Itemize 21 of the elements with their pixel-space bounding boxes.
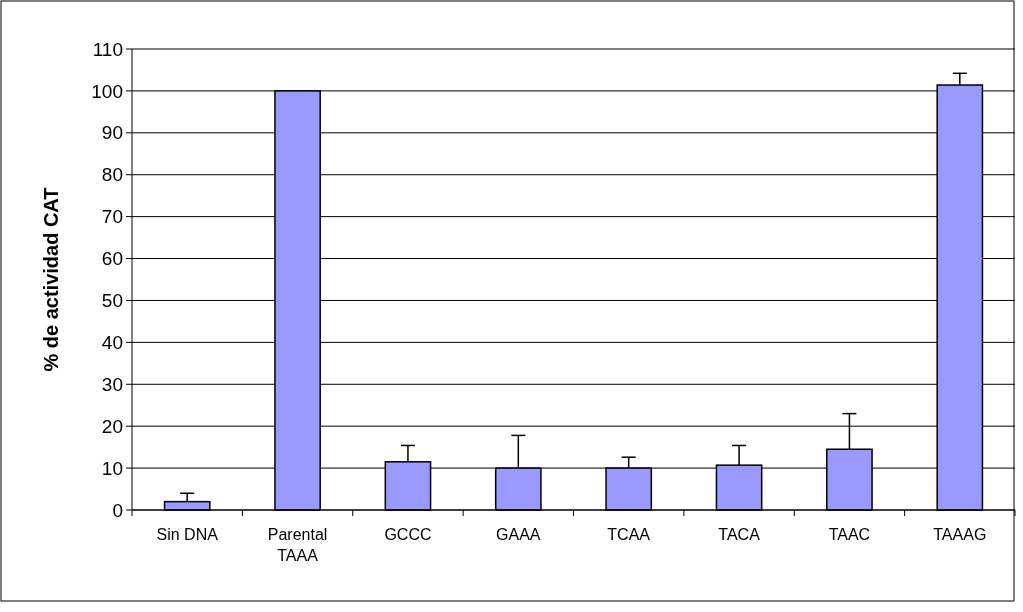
y-tick-label: 100	[91, 80, 123, 102]
y-tick-label: 50	[101, 290, 123, 312]
x-tick-label: Sin DNA	[156, 526, 219, 543]
y-tick-label: 30	[101, 373, 123, 395]
x-tick-label: TACA	[718, 526, 761, 543]
y-tick-label: 20	[101, 415, 123, 437]
y-tick-label: 40	[101, 332, 123, 354]
y-tick-label: 0	[112, 499, 123, 521]
x-tick-label: TCAA	[607, 526, 651, 543]
x-tick-label: TAAAG	[933, 526, 987, 543]
y-tick-label: 110	[92, 38, 123, 60]
y-tick-label: 70	[101, 206, 123, 228]
y-tick-label: 60	[101, 248, 123, 270]
x-tick-label: GAAA	[496, 526, 541, 543]
x-tick-label: TAAC	[828, 526, 871, 543]
x-tick-label: GCCC	[384, 526, 432, 543]
x-tick-label: Parental TAAA	[267, 526, 328, 564]
y-axis-title: % de actividad CAT	[40, 187, 62, 372]
y-tick-label: 10	[101, 457, 123, 479]
y-tick-label: 80	[101, 164, 123, 186]
y-tick-label: 90	[101, 122, 123, 144]
